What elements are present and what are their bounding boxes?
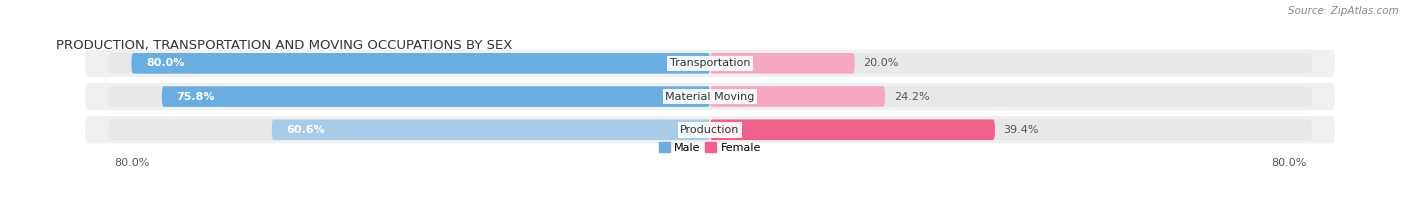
FancyBboxPatch shape (710, 53, 855, 74)
Text: Source: ZipAtlas.com: Source: ZipAtlas.com (1288, 6, 1399, 16)
FancyBboxPatch shape (86, 83, 1334, 110)
Text: 39.4%: 39.4% (1004, 125, 1039, 135)
FancyBboxPatch shape (108, 119, 1312, 140)
Text: Material Moving: Material Moving (665, 92, 755, 101)
Text: Production: Production (681, 125, 740, 135)
FancyBboxPatch shape (710, 86, 884, 107)
Legend: Male, Female: Male, Female (654, 138, 766, 157)
FancyBboxPatch shape (86, 116, 1334, 143)
Text: 75.8%: 75.8% (176, 92, 215, 101)
Text: 60.6%: 60.6% (287, 125, 325, 135)
Text: PRODUCTION, TRANSPORTATION AND MOVING OCCUPATIONS BY SEX: PRODUCTION, TRANSPORTATION AND MOVING OC… (56, 39, 513, 52)
FancyBboxPatch shape (162, 86, 710, 107)
Text: 80.0%: 80.0% (146, 58, 184, 68)
FancyBboxPatch shape (710, 119, 995, 140)
FancyBboxPatch shape (86, 50, 1334, 77)
FancyBboxPatch shape (108, 53, 1312, 74)
FancyBboxPatch shape (108, 86, 1312, 107)
Text: 24.2%: 24.2% (894, 92, 929, 101)
Text: 20.0%: 20.0% (863, 58, 898, 68)
FancyBboxPatch shape (131, 53, 710, 74)
FancyBboxPatch shape (271, 119, 710, 140)
Text: Transportation: Transportation (669, 58, 751, 68)
